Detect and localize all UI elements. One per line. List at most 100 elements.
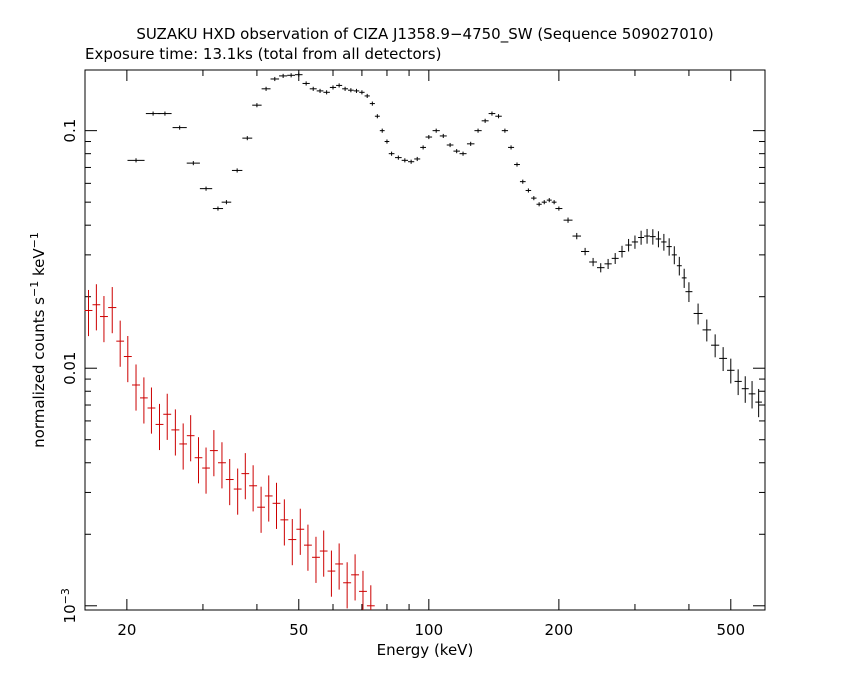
data-point — [546, 198, 552, 203]
data-point — [555, 206, 563, 211]
chart-title: SUZAKU HXD observation of CIZA J1358.9−4… — [136, 25, 713, 44]
data-point — [379, 128, 385, 133]
data-point — [171, 409, 180, 456]
data-point — [446, 142, 454, 148]
y-tick-label: 0.01 — [61, 352, 79, 385]
data-point — [295, 72, 303, 77]
data-point — [279, 73, 288, 78]
data-point — [395, 155, 402, 160]
x-tick-label: 20 — [117, 621, 136, 639]
data-point — [145, 111, 161, 116]
y-tick-label: 10−3 — [59, 588, 80, 623]
data-point — [359, 90, 365, 95]
data-point — [474, 128, 482, 133]
data-point — [655, 231, 662, 248]
data-point — [199, 186, 213, 191]
data-point — [147, 387, 156, 434]
chart-subtitle: Exposure time: 13.1ks (total from all de… — [85, 45, 441, 63]
x-tick-labels: 20 50 100 200 500 — [117, 621, 745, 639]
data-point — [611, 253, 619, 264]
data-point — [212, 206, 224, 211]
data-point — [666, 238, 672, 256]
data-point — [374, 114, 380, 119]
data-point — [158, 111, 172, 116]
data-point — [336, 83, 343, 88]
data-point — [734, 369, 742, 396]
data-point — [495, 114, 502, 119]
data-point — [304, 524, 312, 571]
data-point — [755, 388, 762, 418]
data-point — [625, 238, 632, 252]
data-point — [194, 437, 203, 484]
data-point — [241, 453, 250, 500]
data-point — [563, 217, 573, 223]
data-point — [541, 200, 547, 205]
y-axis-label-exponent: −1 — [28, 281, 41, 297]
data-point — [702, 319, 712, 342]
data-point — [316, 88, 324, 93]
data-point — [312, 536, 320, 583]
data-point — [280, 499, 289, 546]
data-point — [329, 85, 337, 90]
y-tick-labels: 10−3 0.01 0.1 — [59, 119, 80, 624]
data-point — [127, 158, 145, 163]
data-point — [172, 125, 187, 130]
x-axis-label: Energy (keV) — [377, 641, 474, 659]
data-point — [748, 381, 756, 409]
y-axis-label-exponent: −1 — [28, 232, 41, 248]
data-point — [221, 200, 232, 205]
data-point — [432, 128, 440, 133]
data-point — [531, 196, 537, 201]
data-point — [644, 228, 650, 244]
data-point — [727, 358, 735, 384]
data-point — [366, 585, 375, 610]
data-point — [618, 245, 626, 258]
data-point — [369, 101, 375, 106]
data-point — [388, 151, 395, 156]
plot-frame — [84, 69, 766, 611]
data-point — [343, 562, 352, 609]
data-point — [401, 158, 409, 163]
data-point — [155, 403, 164, 451]
data-point — [572, 232, 582, 240]
x-tick-label: 100 — [415, 621, 444, 639]
data-point — [319, 530, 328, 577]
data-point — [466, 141, 475, 146]
data-point — [252, 103, 262, 108]
data-point — [296, 508, 305, 555]
data-marks — [84, 72, 762, 610]
data-point — [309, 86, 317, 91]
series-1 — [127, 72, 762, 418]
data-point — [741, 376, 749, 403]
data-point — [488, 111, 496, 116]
data-point — [719, 347, 728, 372]
x-tick-label: 50 — [289, 621, 308, 639]
data-point — [453, 149, 460, 154]
data-point — [439, 133, 447, 139]
data-point — [536, 202, 542, 207]
data-point — [123, 336, 132, 383]
data-point — [685, 282, 693, 303]
data-point — [261, 86, 271, 91]
data-point — [231, 168, 243, 173]
data-point — [353, 88, 360, 93]
data-point — [163, 393, 172, 440]
data-point — [242, 136, 253, 141]
data-point — [327, 550, 336, 597]
data-point — [551, 200, 557, 205]
data-point — [589, 257, 597, 267]
data-point — [323, 90, 330, 95]
data-point — [425, 134, 433, 140]
series-2 — [84, 284, 375, 610]
x-tick-label: 200 — [545, 621, 574, 639]
data-point — [257, 486, 265, 533]
y-axis-label: normalized counts s−1 keV−1 — [28, 232, 49, 448]
y-axis-label-part: keV — [30, 248, 48, 281]
data-point — [287, 73, 296, 78]
data-point — [288, 519, 297, 566]
data-point — [131, 364, 141, 411]
y-axis-label-part: normalized counts s — [30, 297, 48, 448]
data-point — [693, 303, 703, 325]
data-point — [661, 233, 667, 251]
